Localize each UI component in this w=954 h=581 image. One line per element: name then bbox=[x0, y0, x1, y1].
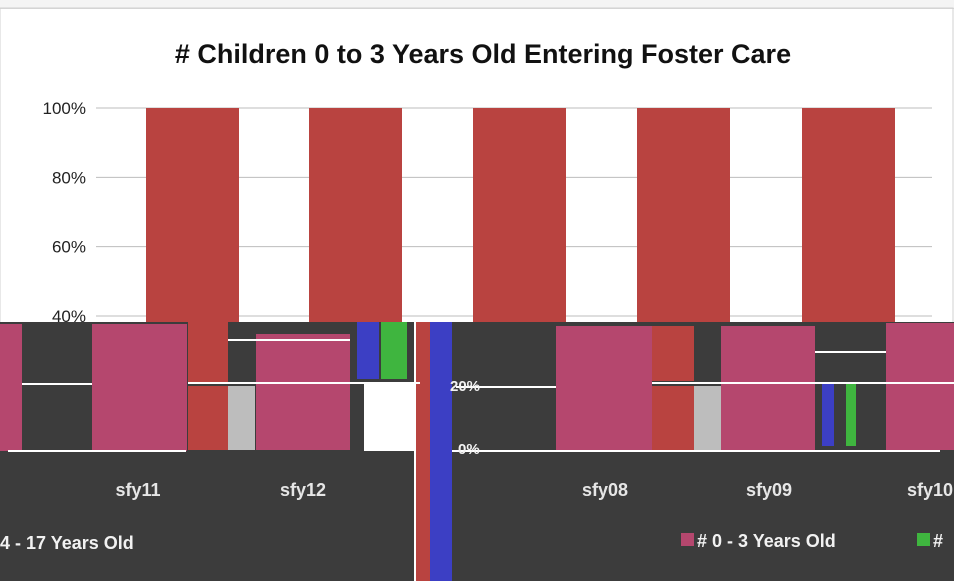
glitch-band-marks bbox=[0, 322, 954, 581]
x-tick-label: sfy11 bbox=[115, 480, 160, 500]
x-tick-label: sfy10 bbox=[907, 480, 953, 500]
legend-label: 4 - 17 Years Old bbox=[0, 533, 134, 553]
glitch-block bbox=[364, 384, 414, 451]
glitch-block bbox=[652, 386, 694, 450]
glitch-block bbox=[256, 334, 350, 450]
glitch-block bbox=[22, 387, 92, 449]
glitch-block bbox=[188, 386, 228, 450]
glitch-block bbox=[188, 322, 228, 382]
x-tick-label: sfy08 bbox=[582, 480, 628, 500]
glitch-block bbox=[0, 324, 22, 451]
chart-title: # Children 0 to 3 Years Old Entering Fos… bbox=[175, 39, 791, 69]
y-axis: 100% 80% 60% 40% bbox=[43, 99, 86, 326]
glitch-block bbox=[556, 326, 652, 450]
x-tick-label: sfy12 bbox=[280, 480, 326, 500]
glitch-block bbox=[22, 324, 92, 381]
y-tick-label: 60% bbox=[52, 238, 86, 257]
x-tick-label: sfy09 bbox=[746, 480, 792, 500]
glitch-block bbox=[694, 386, 721, 450]
glitch-block bbox=[416, 322, 430, 581]
glitch-block bbox=[357, 322, 379, 379]
legend-swatch bbox=[917, 533, 930, 546]
small-tick-label: 20% bbox=[450, 378, 480, 395]
glitch-block bbox=[430, 322, 452, 581]
glitch-block bbox=[381, 322, 407, 379]
glitch-block bbox=[822, 384, 834, 446]
glitch-block bbox=[886, 323, 954, 450]
y-tick-label: 80% bbox=[52, 168, 86, 187]
glitch-block bbox=[456, 324, 556, 380]
glitch-block bbox=[92, 324, 187, 451]
glitch-band-labels: 20% 0% sfy11 sfy12 sfy08 sfy09 sfy10 4 - 17 Yea… bbox=[0, 378, 953, 553]
glitch-block bbox=[228, 386, 255, 450]
glitch-block bbox=[721, 326, 815, 450]
legend-label: # bbox=[933, 531, 943, 551]
y-tick-label: 100% bbox=[43, 99, 86, 118]
small-tick-label: 0% bbox=[458, 441, 480, 458]
legend-label: # 0 - 3 Years Old bbox=[697, 531, 836, 551]
glitch-block bbox=[846, 384, 856, 446]
y-tick-label: 40% bbox=[52, 307, 86, 326]
legend-swatch bbox=[681, 533, 694, 546]
glitch-block bbox=[652, 326, 694, 381]
